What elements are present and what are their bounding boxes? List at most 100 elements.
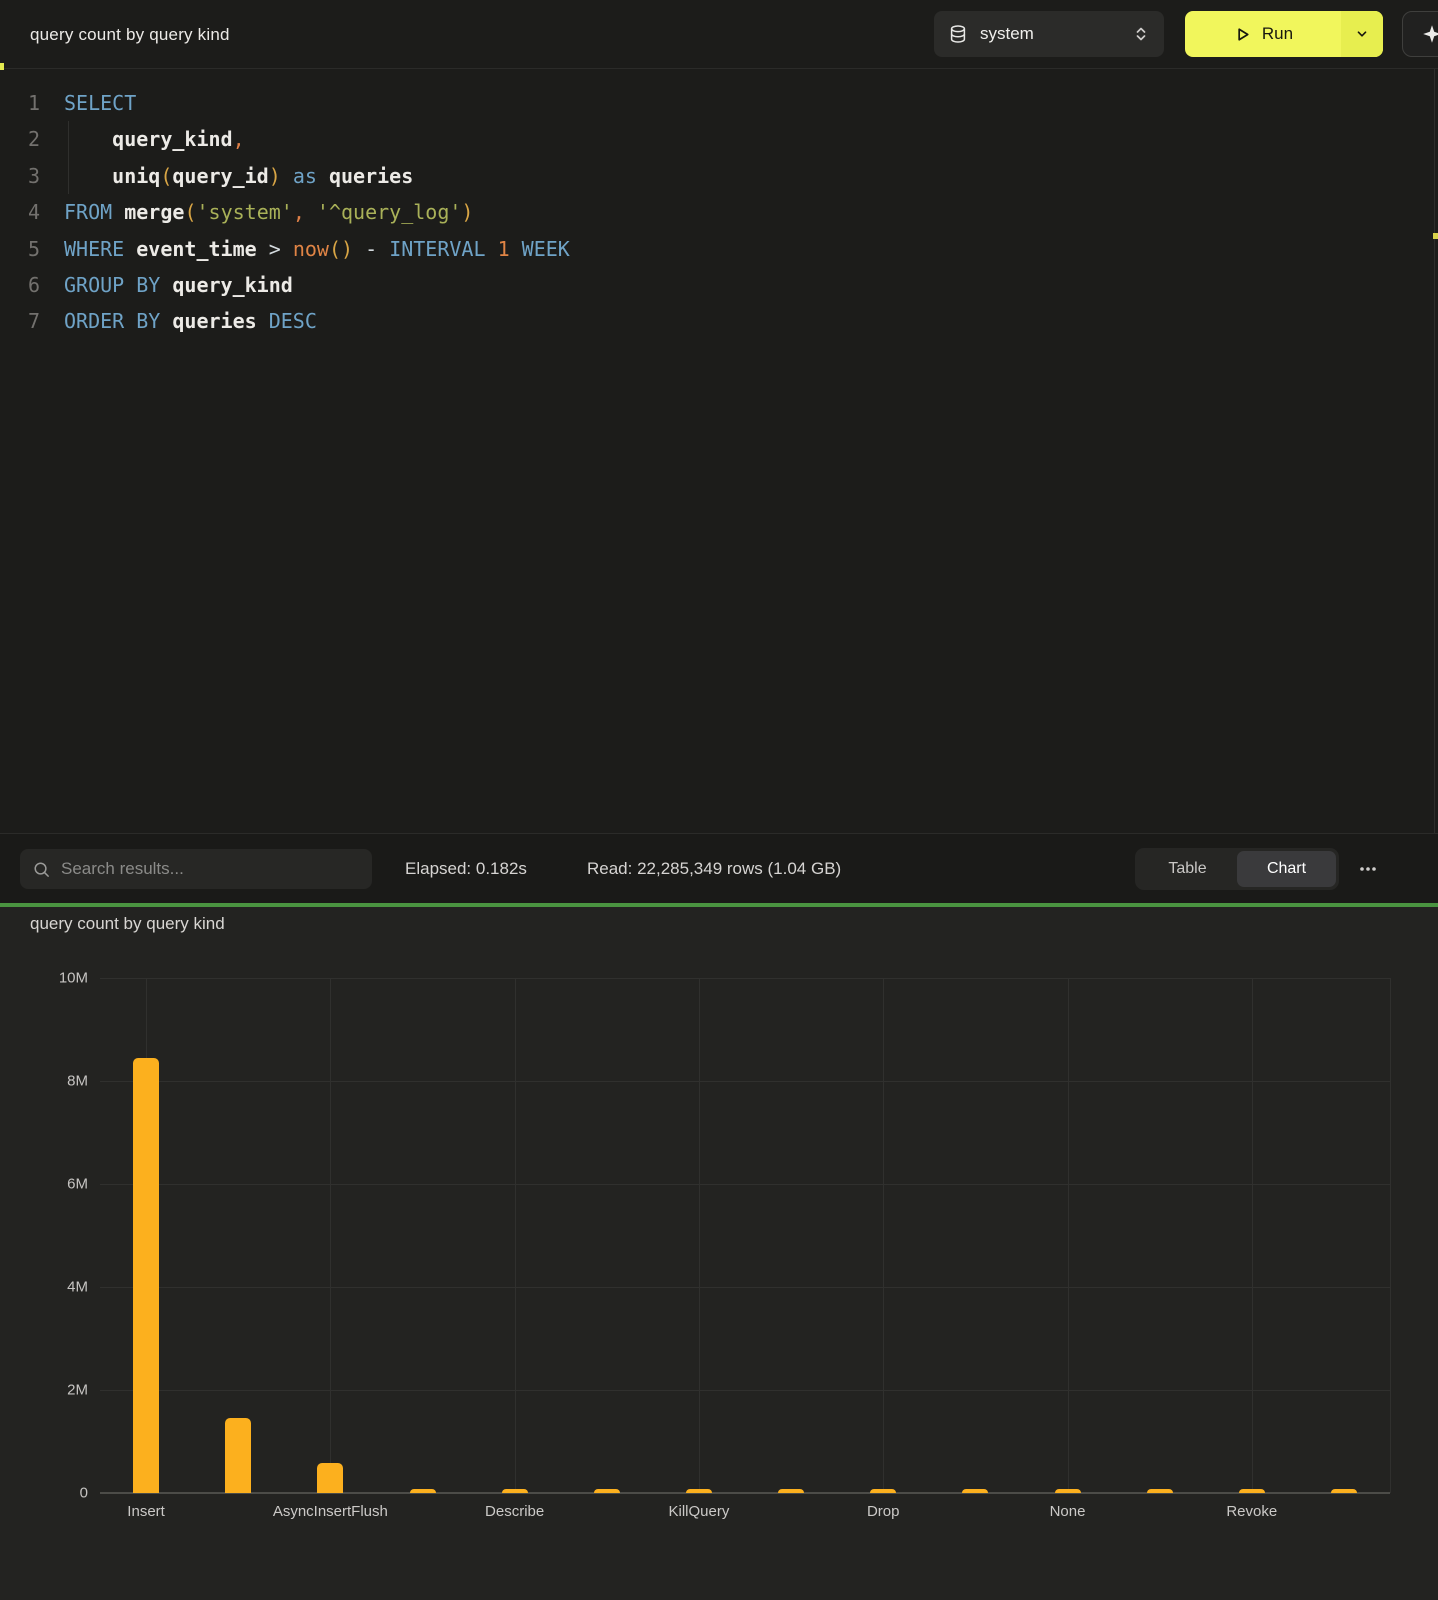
code-line: 5 WHERE event_time > now() - INTERVAL 1 W… (0, 231, 1400, 267)
gridline (330, 978, 332, 1493)
line-number: 1 (27, 91, 40, 115)
code-token: , (232, 127, 245, 152)
line-number: 5 (27, 236, 40, 261)
results-toolbar: Elapsed: 0.182s Read: 22,285,349 rows (1… (0, 833, 1438, 903)
chart-bar (1054, 1488, 1081, 1493)
code-token (317, 164, 329, 188)
code-token (160, 309, 172, 333)
ruler-highlight-mark (1433, 233, 1438, 239)
pane-divider[interactable] (0, 903, 1438, 907)
gridline (1067, 978, 1069, 1493)
gridline (100, 978, 1390, 979)
code-token: INTERVAL (389, 236, 486, 261)
gridline (100, 1287, 1390, 1288)
code-line: 3 uniq(query_id) as queries (0, 158, 1400, 194)
code-token: '^query_log' (316, 200, 462, 225)
search-results-input[interactable] (61, 859, 341, 879)
code-text: query_kind, (64, 121, 245, 157)
code-token: event_time (136, 236, 257, 261)
code-token (64, 127, 112, 151)
tab-chart[interactable]: Chart (1237, 851, 1336, 887)
code-token (377, 237, 389, 261)
y-axis-label: 8M (67, 1072, 88, 1090)
code-token: query_kind (172, 272, 293, 297)
code-token: ) (268, 163, 281, 188)
search-box[interactable] (20, 849, 372, 889)
chart-bar (593, 1488, 620, 1493)
code-token (160, 273, 172, 297)
code-text: ORDER BY queries DESC (64, 303, 317, 339)
code-token: now (292, 236, 329, 261)
code-token: , (292, 200, 305, 225)
database-selector[interactable]: system (934, 11, 1164, 57)
code-token: - (365, 236, 378, 261)
code-token: query_id (172, 163, 269, 188)
chart-bar (225, 1418, 252, 1493)
gridline (883, 978, 885, 1493)
chart-bar (501, 1488, 528, 1493)
x-axis-label: Drop (866, 1503, 900, 1520)
tab-table[interactable]: Table (1168, 860, 1207, 877)
code-token: ) (341, 236, 354, 261)
x-axis-label: Insert (127, 1503, 165, 1520)
code-token (486, 237, 498, 261)
line-number: 7 (27, 309, 40, 334)
code-line: 6 GROUP BY query_kind (0, 267, 1400, 303)
code-token: WEEK (521, 236, 570, 261)
chart-bar (133, 1057, 160, 1493)
query-title: query count by query kind (30, 24, 230, 44)
code-token: SELECT (64, 91, 137, 115)
more-options-button[interactable] (1352, 855, 1384, 883)
code-token: 1 (497, 236, 510, 261)
elapsed-stat: Elapsed: 0.182s (405, 859, 527, 878)
x-axis-label: Revoke (1226, 1503, 1278, 1520)
code-token (124, 237, 136, 261)
x-axis-line (100, 1492, 1390, 1494)
chart-bar (1238, 1488, 1265, 1493)
line-number: 6 (27, 272, 40, 297)
search-icon (34, 861, 49, 877)
gridline (514, 978, 516, 1493)
code-text: uniq(query_id) as queries (64, 158, 413, 194)
run-options-button[interactable] (1341, 11, 1383, 57)
chart-bar (409, 1488, 436, 1493)
code-token (64, 164, 112, 188)
code-token: FROM (64, 200, 113, 225)
play-icon (1238, 27, 1249, 41)
line-number: 4 (27, 200, 40, 225)
chart-panel: query count by query kind 0 2M 4M 6M 8M 10M In… (0, 907, 1438, 1600)
code-token (281, 164, 293, 188)
code-token: queries (328, 163, 414, 188)
code-token (305, 200, 317, 224)
chart-bar (778, 1488, 805, 1493)
chart-bar (870, 1488, 897, 1493)
chart-bar (685, 1488, 712, 1493)
code-token: queries (172, 309, 257, 334)
read-stat: Read: 22,285,349 rows (1.04 GB) (587, 859, 842, 878)
run-button[interactable]: Run (1185, 11, 1341, 57)
code-token (257, 309, 269, 333)
gridline (698, 978, 700, 1493)
code-token: 'system' (196, 200, 293, 225)
code-token (112, 200, 124, 224)
code-text: SELECT (64, 85, 136, 121)
code-token: ( (160, 163, 173, 188)
code-token: WHERE (64, 236, 125, 261)
ai-assistant-button[interactable] (1402, 11, 1438, 57)
x-axis-label: None (1049, 1503, 1086, 1520)
code-line: 1 SELECT (0, 85, 1400, 121)
code-token: ( (184, 200, 197, 225)
editor-edge-marker (0, 63, 4, 70)
run-split-button: Run (1185, 11, 1383, 57)
gridline (100, 1390, 1390, 1391)
code-text: WHERE event_time > now() - INTERVAL 1 WE… (64, 231, 570, 267)
code-token: > (268, 236, 281, 261)
chevron-down-icon (1357, 31, 1367, 37)
top-bar: query count by query kind system (0, 0, 1438, 69)
chart-bar (317, 1463, 344, 1493)
sql-editor[interactable]: 1 SELECT 2 query_kind, 3 uniq(query_id) as … (0, 63, 1438, 833)
x-axis-label: Describe (485, 1503, 545, 1520)
code-line: 2 query_kind, (0, 121, 1400, 157)
indent-guide (68, 121, 69, 194)
